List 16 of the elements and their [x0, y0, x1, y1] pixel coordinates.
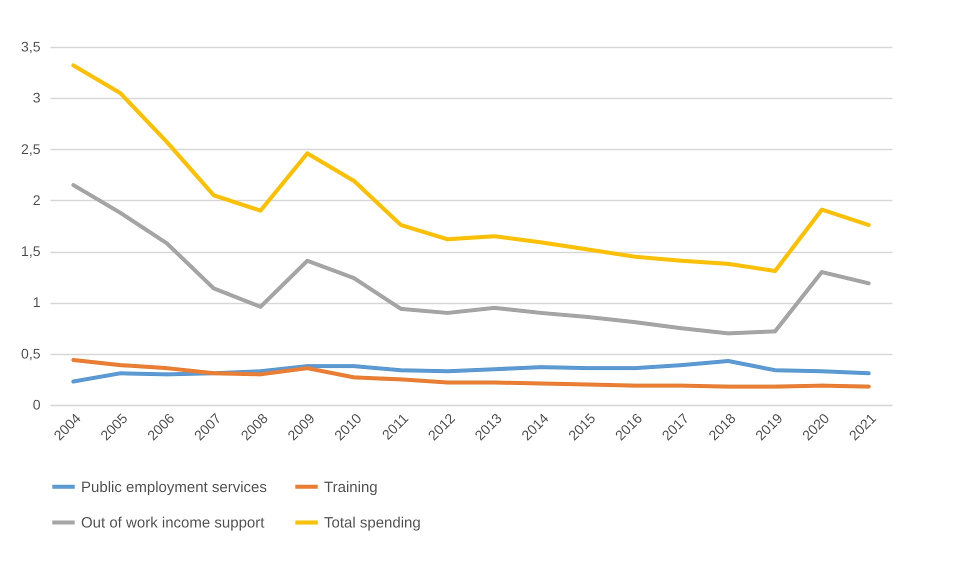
y-tick-label: 1,5	[21, 243, 41, 260]
y-tick-label: 3,5	[21, 38, 41, 54]
y-tick-label: 1	[32, 294, 41, 310]
line-series	[71, 183, 871, 336]
line-series	[71, 359, 871, 384]
y-tick-label: 2,5	[21, 140, 41, 157]
line-series	[71, 63, 871, 274]
y-tick-label: 2	[32, 192, 41, 208]
legend-label: Training	[324, 478, 378, 496]
legend-label: Public employment services	[81, 478, 267, 496]
legend-label: Total spending	[324, 514, 421, 532]
y-tick-label: 0,5	[21, 345, 41, 362]
y-tick-label: 0	[32, 396, 41, 412]
line-series	[71, 358, 871, 389]
legend-label: Out of work income support	[81, 514, 266, 532]
y-tick-label: 3	[32, 90, 41, 106]
